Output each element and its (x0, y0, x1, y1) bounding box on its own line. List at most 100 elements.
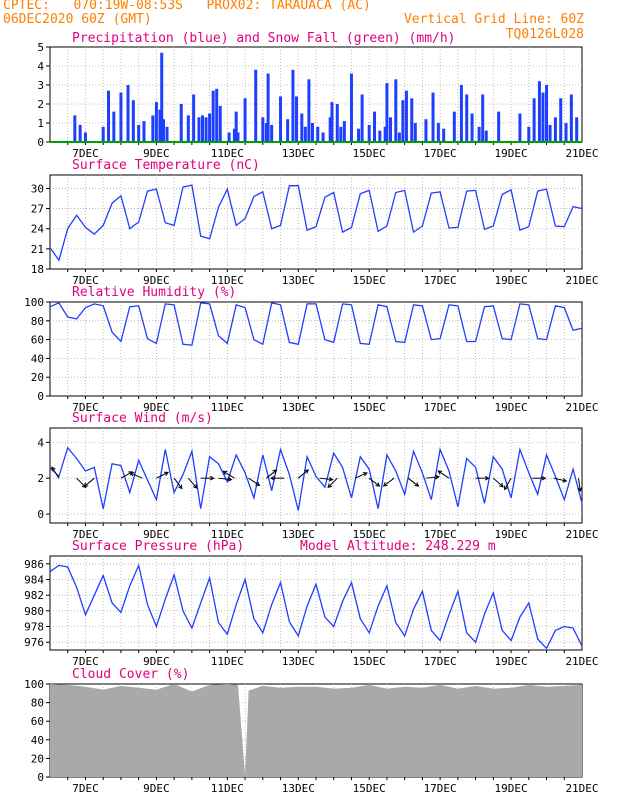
x-tick-label-temp: 21DEC (565, 274, 598, 287)
precip-bar (204, 117, 208, 142)
x-tick-label-rh: 17DEC (424, 401, 457, 414)
wind-vector-arrowhead (178, 484, 183, 490)
x-tick-label-wind: 17DEC (424, 528, 457, 541)
x-tick-label-precip: 9DEC (143, 147, 170, 160)
precip-bar (236, 132, 240, 142)
y-tick-label-cloud: 80 (31, 697, 44, 710)
wind-vector-arrowhead (434, 474, 440, 480)
x-tick-label-precip: 21DEC (565, 147, 598, 160)
y-tick-label-pres: 978 (24, 621, 44, 634)
x-tick-label-temp: 13DEC (282, 274, 315, 287)
x-tick-label-temp: 7DEC (72, 274, 99, 287)
series-line-temp (49, 184, 583, 262)
x-tick-label-cloud: 13DEC (282, 782, 315, 795)
y-tick-label-pres: 980 (24, 605, 44, 618)
wind-vector-arrowhead (541, 475, 547, 481)
wind-vector-arrowhead (414, 482, 420, 487)
y-tick-label-rh: 40 (31, 352, 44, 365)
x-tick-label-rh: 21DEC (565, 401, 598, 414)
y-tick-label-precip: 0 (37, 136, 44, 149)
precip-bar (119, 92, 123, 142)
y-tick-label-precip: 2 (37, 98, 44, 111)
precip-bar (78, 124, 82, 142)
panel-title-cloud: Cloud Cover (%) (72, 667, 189, 682)
x-tick-label-wind: 13DEC (282, 528, 315, 541)
precip-bar (481, 94, 485, 142)
wind-vector-arrowhead (304, 469, 310, 474)
precip-bar (215, 88, 219, 142)
y-tick-label-cloud: 20 (31, 752, 44, 765)
x-tick-label-wind: 7DEC (72, 528, 99, 541)
x-tick-label-pres: 15DEC (353, 655, 386, 668)
x-tick-label-cloud: 11DEC (211, 782, 244, 795)
wind-vector-arrow (383, 477, 395, 487)
x-tick-label-precip: 15DEC (353, 147, 386, 160)
precip-bar (360, 94, 364, 142)
x-tick-label-pres: 11DEC (211, 655, 244, 668)
y-tick-label-precip: 4 (37, 60, 44, 73)
wind-vector-arrow (407, 477, 419, 487)
precip-bar (186, 115, 190, 142)
precip-bar (431, 92, 435, 142)
precip-bar (484, 130, 488, 142)
precip-bar (436, 123, 440, 142)
panel-frame-rh (49, 301, 583, 397)
wind-vector-arrowhead (382, 482, 388, 487)
wind-vector-arrowhead (227, 476, 233, 482)
precip-bar (541, 92, 545, 142)
precip-bar (131, 100, 135, 142)
wind-vector-arrow (173, 477, 183, 489)
x-tick-label-wind: 19DEC (495, 528, 528, 541)
wind-vector-arrowhead (577, 487, 583, 493)
x-tick-label-temp: 11DEC (211, 274, 244, 287)
precip-bar (218, 105, 222, 142)
x-tick-label-precip: 11DEC (211, 147, 244, 160)
precip-bar (518, 113, 522, 142)
precip-bar (291, 69, 295, 142)
precip-bar (234, 111, 238, 142)
y-tick-label-pres: 984 (24, 574, 44, 587)
wind-vector-arrow (354, 472, 368, 479)
precip-bar (270, 124, 274, 142)
precip-bar (112, 111, 116, 142)
header-station-line: CPTEC: 070:19W-08:53S PROX02: TARAUACA (… (3, 0, 371, 13)
y-tick-label-rh: 60 (31, 334, 44, 347)
precip-bar (179, 104, 183, 142)
wind-vector-arrowhead (499, 482, 504, 488)
precip-bar (303, 126, 307, 142)
precip-bar (294, 96, 298, 142)
x-tick-label-cloud: 15DEC (353, 782, 386, 795)
x-tick-label-rh: 13DEC (282, 401, 315, 414)
precip-bar (286, 119, 290, 142)
precip-bar (532, 98, 536, 142)
x-tick-label-pres: 7DEC (72, 655, 99, 668)
precip-bar (413, 123, 417, 142)
y-tick-label-rh: 100 (24, 296, 44, 309)
precip-bar (232, 128, 236, 142)
x-tick-label-precip: 13DEC (282, 147, 315, 160)
wind-vector-arrow (84, 477, 95, 487)
x-tick-label-wind: 21DEC (565, 528, 598, 541)
wind-vector-arrow (437, 470, 450, 479)
wind-vector-arrowhead (51, 466, 56, 472)
precip-bar (385, 83, 389, 142)
wind-vector-arrow (319, 477, 333, 481)
x-tick-label-pres: 13DEC (282, 655, 315, 668)
x-tick-label-pres: 17DEC (424, 655, 457, 668)
x-tick-label-cloud: 9DEC (143, 782, 170, 795)
x-tick-label-cloud: 19DEC (495, 782, 528, 795)
x-tick-label-precip: 7DEC (72, 147, 99, 160)
precip-bar (383, 126, 387, 142)
wind-vector-arrow (187, 477, 198, 489)
precip-bar (321, 132, 325, 142)
y-tick-label-temp: 24 (31, 223, 45, 236)
panel-title-wind: Surface Wind (m/s) (72, 411, 213, 426)
y-tick-label-cloud: 40 (31, 734, 44, 747)
precip-bar (279, 96, 283, 142)
wind-vector-arrowhead (129, 472, 135, 477)
panel-subtitle-pres: Model Altitude: 248.229 m (300, 539, 496, 554)
precip-bar (404, 90, 408, 142)
precip-bar (388, 117, 392, 142)
precip-bar (328, 117, 332, 142)
